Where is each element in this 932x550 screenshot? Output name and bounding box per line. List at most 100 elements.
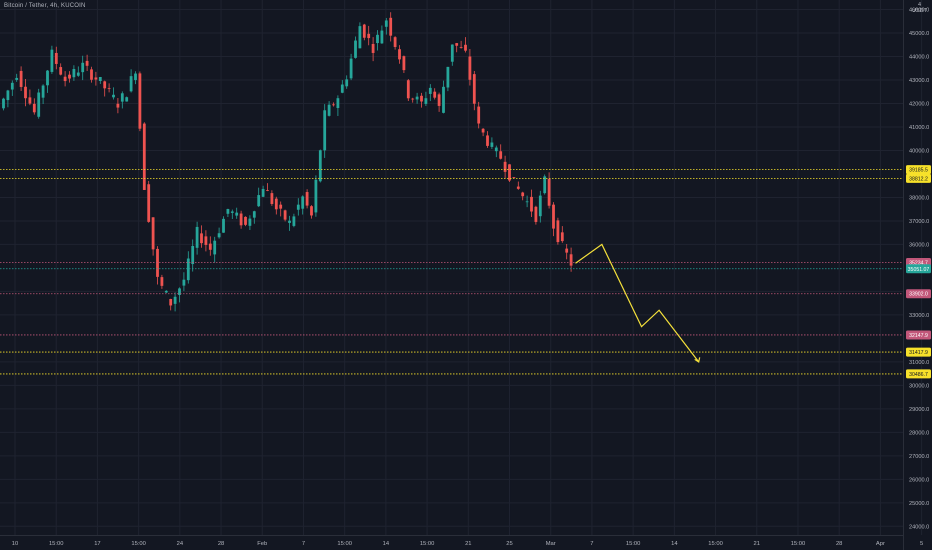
candle-body xyxy=(283,210,287,220)
candle-body xyxy=(292,216,296,226)
candle-body xyxy=(402,56,406,71)
candle-body xyxy=(178,288,181,295)
candle-body xyxy=(411,98,415,100)
candle-body xyxy=(116,103,120,108)
candle-body xyxy=(81,62,85,73)
candle-body xyxy=(68,74,71,79)
y-tick-label: 44000.0 xyxy=(909,55,929,61)
y-tick-label: 43000.0 xyxy=(909,78,929,84)
candle-body xyxy=(547,178,551,206)
candle-body xyxy=(543,176,547,194)
candle-body xyxy=(318,150,322,182)
chart-title: Bitcoin / Tether, 4h, KUCOIN xyxy=(4,3,86,9)
x-tick-label: 21 xyxy=(754,541,760,547)
candle-body xyxy=(76,72,80,76)
candle-body xyxy=(134,73,137,81)
level-price-label: 30486.7 xyxy=(909,372,928,378)
candle-body xyxy=(314,179,318,213)
level-price-label: 35234.7 xyxy=(909,261,928,267)
candle-body xyxy=(345,79,349,87)
y-tick-label: 42000.0 xyxy=(909,102,929,108)
candle-body xyxy=(481,128,485,133)
level-price-label: 32147.9 xyxy=(909,333,928,339)
candle-body xyxy=(305,192,309,206)
candle-body xyxy=(24,86,27,99)
level-price-label: 38812.2 xyxy=(909,176,928,182)
candle-body xyxy=(552,204,555,229)
x-tick-label: 10 xyxy=(12,541,18,547)
candle-body xyxy=(534,206,538,222)
candle-body xyxy=(468,56,472,80)
candle-body xyxy=(376,34,379,44)
candle-body xyxy=(195,226,199,248)
y-tick-label: 33000.0 xyxy=(909,313,929,319)
axis-unit-top: 4 xyxy=(917,2,922,8)
candle-body xyxy=(490,142,494,147)
y-tick-label: 25000.0 xyxy=(909,501,929,507)
y-tick-label: 26000.0 xyxy=(909,477,929,483)
candle-body xyxy=(565,248,569,253)
candle-body xyxy=(28,97,32,104)
y-tick-label: 40000.0 xyxy=(909,148,929,154)
candle-body xyxy=(450,44,454,62)
candle-body xyxy=(393,37,397,47)
candle-body xyxy=(98,77,102,81)
x-tick-label: 7 xyxy=(590,541,593,547)
candle-body xyxy=(332,104,335,106)
y-tick-label: 27000.0 xyxy=(909,454,929,460)
candle-body xyxy=(310,206,313,216)
candle-body xyxy=(151,217,155,250)
candle-body xyxy=(455,43,459,46)
x-tick-label: 15:00 xyxy=(420,541,435,547)
candle-body xyxy=(327,104,331,116)
candle-body xyxy=(46,70,49,86)
candle-body xyxy=(354,40,357,58)
candle-body xyxy=(244,216,247,225)
candle-body xyxy=(569,254,573,266)
candle-body xyxy=(336,98,340,108)
y-tick-label: 37000.0 xyxy=(909,219,929,225)
y-tick-label: 38000.0 xyxy=(909,195,929,201)
candle-body xyxy=(208,243,212,250)
candle-body xyxy=(367,33,371,39)
candle-body xyxy=(358,26,362,49)
candle-body xyxy=(173,296,177,304)
candle-body xyxy=(472,74,476,104)
candle-body xyxy=(10,82,14,90)
candle-body xyxy=(54,52,58,64)
x-tick-label: Feb xyxy=(257,541,267,547)
x-tick-label: Apr xyxy=(876,541,885,547)
candle-body xyxy=(186,258,190,281)
candle-body xyxy=(213,240,217,255)
level-price-tag xyxy=(906,289,931,299)
candle-body xyxy=(50,49,54,72)
candle-body xyxy=(112,94,115,98)
y-tick-label: 24000.0 xyxy=(909,524,929,530)
candle-body xyxy=(512,177,516,178)
candle-body xyxy=(486,135,489,146)
candle-body xyxy=(142,123,146,190)
candle-body xyxy=(252,211,256,218)
candle-body xyxy=(442,86,445,113)
candle-body xyxy=(191,245,195,265)
level-price-tag xyxy=(906,369,931,379)
candle-body xyxy=(266,190,269,191)
candle-body xyxy=(380,30,384,44)
axis-unit-currency: USDT xyxy=(912,8,927,14)
candle-body xyxy=(459,47,463,48)
candle-body xyxy=(226,209,230,214)
candle-body xyxy=(204,236,208,245)
candle-body xyxy=(398,49,401,60)
candle-body xyxy=(90,69,93,80)
candle-body xyxy=(270,193,274,204)
candle-body xyxy=(147,184,151,222)
candle-body xyxy=(428,87,432,94)
level-price-label: 39185.5 xyxy=(909,168,928,174)
candle-body xyxy=(217,233,221,238)
y-tick-label: 46000.0 xyxy=(909,8,929,14)
candle-body xyxy=(323,110,327,151)
candle-body xyxy=(164,290,168,293)
